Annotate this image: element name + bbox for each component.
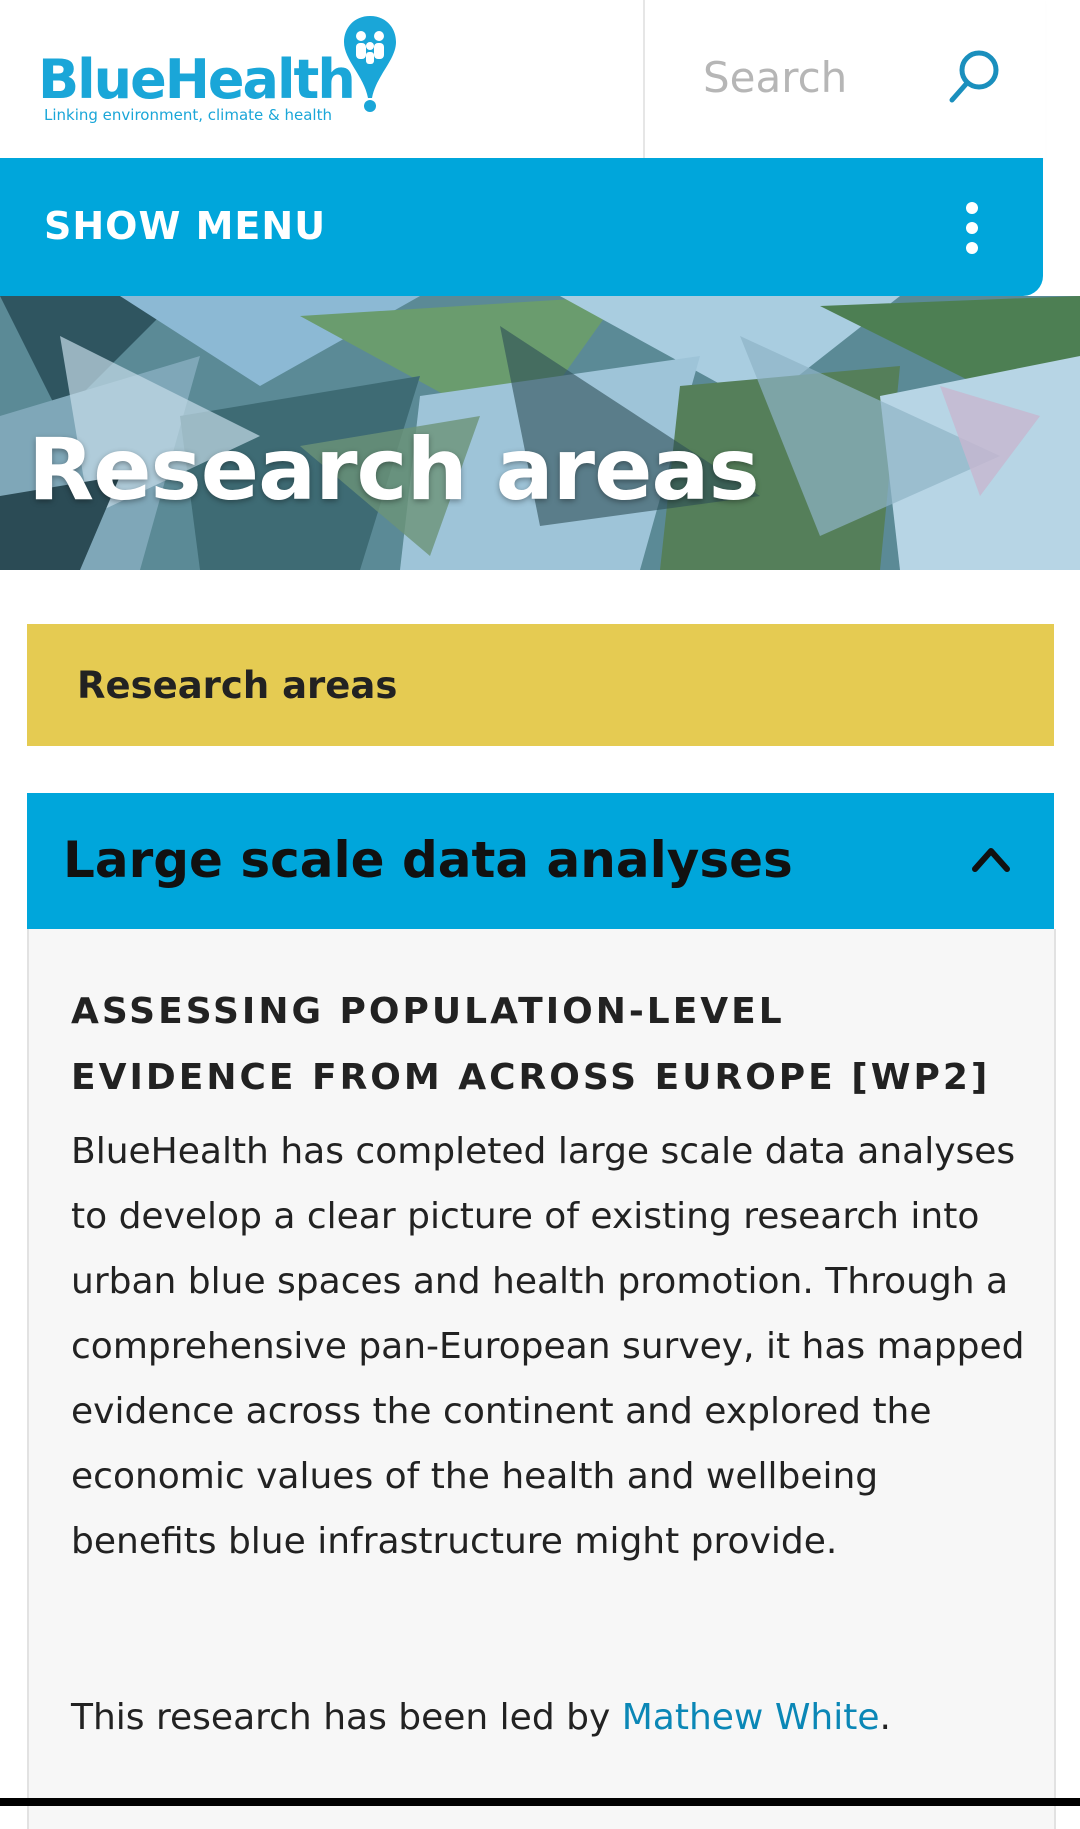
search-input[interactable]	[701, 46, 935, 108]
hero-background-pattern	[0, 296, 1080, 570]
accordion-title: Large scale data analyses	[63, 831, 793, 889]
description-paragraph: BlueHealth has completed large scale dat…	[71, 1131, 1025, 1562]
chevron-up-icon[interactable]	[969, 837, 1013, 881]
kebab-menu-icon[interactable]	[960, 202, 984, 256]
bluehealth-logo[interactable]: BlueHealth Linking environment, climate …	[38, 14, 408, 134]
accordion-header[interactable]: Large scale data analyses	[27, 793, 1054, 929]
search-icon[interactable]	[947, 48, 1001, 106]
search-box	[643, 0, 1045, 158]
show-menu-label: SHOW MENU	[44, 204, 327, 248]
page-title: Research areas	[28, 420, 760, 520]
hero-banner: Research areas	[0, 296, 1080, 570]
logo-wordmark: BlueHealth	[38, 48, 356, 111]
logo-tagline: Linking environment, climate & health	[44, 106, 332, 124]
bottom-edge	[0, 1798, 1080, 1806]
accordion-body: ASSESSING POPULATION-LEVEL EVIDENCE FROM…	[27, 929, 1056, 1829]
research-lead-suffix: .	[879, 1697, 891, 1738]
breadcrumb-label[interactable]: Research areas	[77, 664, 398, 707]
section-heading: ASSESSING POPULATION-LEVEL EVIDENCE FROM…	[71, 991, 991, 1098]
mathew-white-link[interactable]: Mathew White	[621, 1697, 880, 1738]
breadcrumb: Research areas	[27, 624, 1054, 746]
research-lead-prefix: This research has been led by	[71, 1697, 622, 1738]
site-header: BlueHealth Linking environment, climate …	[0, 0, 1045, 158]
map-pin-icon	[344, 16, 396, 112]
show-menu-bar[interactable]: SHOW MENU	[0, 158, 1043, 296]
research-lead-paragraph: This research has been led by Mathew Whi…	[71, 1685, 1031, 1750]
